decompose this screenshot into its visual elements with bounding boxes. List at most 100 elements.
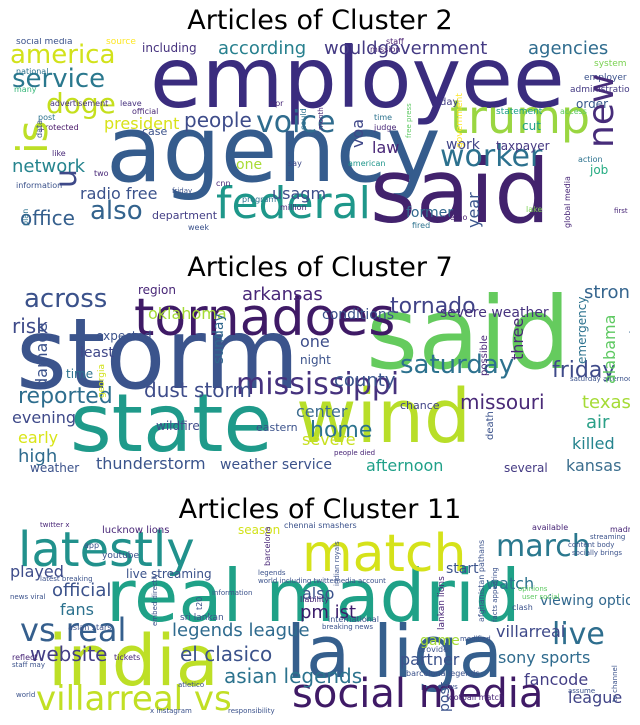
cloud-word: one [236, 157, 263, 173]
cloud-word: tickets [114, 653, 141, 662]
cloud-word: taxpayer [496, 139, 550, 153]
cloud-word: state [70, 377, 273, 470]
cloud-word: tornado [390, 294, 476, 319]
cloud-word: also [90, 196, 143, 226]
cloud-word: many [14, 85, 37, 94]
cloud-word: latest breaking [40, 575, 93, 583]
cloud-word: eastern [256, 421, 298, 434]
cloud-word: asian stars [68, 623, 112, 632]
cloud-word: cnn [216, 179, 231, 188]
cloud-word: killed [572, 434, 615, 453]
cloud-word: early [18, 428, 59, 447]
cloud-word: weather [30, 461, 80, 475]
cloud-word: game [420, 633, 460, 649]
cloud-word: worker [440, 139, 543, 174]
cloud-word: people [184, 108, 252, 132]
cloud-word: wind [296, 374, 471, 460]
cloud-word: severe weather [440, 305, 549, 321]
cloud-word: madrid [610, 525, 630, 534]
cloud-word: social media [292, 671, 544, 717]
cluster-2-title: Articles of Cluster 2 [187, 5, 453, 36]
cloud-word: views [438, 683, 458, 691]
cloud-word: leave [120, 99, 142, 108]
cloud-word-vertical: free press [405, 103, 413, 138]
cloud-word: cut [522, 119, 541, 133]
cloud-word: played [10, 562, 64, 581]
cloud-word: chennai smashers [284, 522, 357, 530]
cloud-word: barcelona legends [406, 669, 480, 678]
cloud-word: asian legends [224, 664, 363, 688]
cloud-word: air [586, 412, 610, 433]
cloud-word: mississippi [236, 367, 400, 402]
cloud-word: sony sports [498, 648, 591, 667]
cloud-word-vertical: government [455, 93, 465, 148]
cloud-word: expected [96, 329, 152, 343]
cloud-word: job [590, 163, 609, 177]
cloud-word: npr [270, 99, 284, 108]
cloud-word: live [552, 617, 605, 652]
cloud-word: including [142, 41, 197, 55]
cloud-word: breaking news [322, 623, 373, 631]
cloud-word-vertical: plan [21, 208, 30, 226]
cloud-word: wouldgovernment [324, 38, 488, 59]
cloud-word: president [104, 114, 180, 133]
cloud-word: march [496, 529, 591, 564]
cloud-word: india [48, 620, 219, 702]
cloud-word: watch [486, 574, 535, 593]
cloud-word: legends league [172, 620, 310, 641]
cloud-word: villarreal [496, 622, 566, 641]
cluster-7-word-cloud: storm said state wind tornadoes mississippi sa… [10, 280, 630, 476]
cloud-word: center [296, 402, 348, 421]
cloud-word: chance [400, 399, 440, 412]
cloud-word-vertical: lankan lions [437, 576, 447, 630]
cloud-word-vertical: data [35, 119, 44, 138]
cloud-word: federal [216, 178, 371, 229]
cloud-word: dust storm [144, 378, 252, 402]
cloud-word: socially brings [572, 549, 623, 557]
cloud-word: agency [106, 96, 441, 203]
cloud-word: fans [60, 600, 94, 619]
cloud-word: wildfire [156, 419, 200, 433]
cloud-word: work [446, 137, 480, 153]
cloud-word: mission [370, 45, 401, 54]
cloud-word: information [212, 589, 253, 597]
cluster-7-title: Articles of Cluster 7 [187, 252, 453, 283]
cloud-word: said [370, 140, 551, 235]
cloud-word: villarreal vs [36, 679, 232, 718]
cloud-word: million [280, 203, 307, 212]
cloud-word-vertical: tv channel [611, 665, 619, 702]
cloud-word: viewing option [540, 593, 630, 609]
cloud-word: friday [552, 358, 616, 383]
cloud-word: legends [258, 569, 286, 577]
cloud-word: el clasico [180, 642, 273, 666]
cloud-word: fancode [524, 670, 589, 689]
cloud-word: according [218, 38, 307, 59]
cloud-word: clash [512, 603, 533, 612]
cloud-word: saturday afternoon [570, 375, 630, 383]
cloud-word-vertical: alabama [600, 314, 619, 384]
cloud-word-vertical: emergency [575, 296, 589, 364]
cloud-word: real madrid [106, 554, 521, 638]
cloud-word: latestly [18, 522, 195, 578]
cloud-word-vertical: georgia [97, 363, 107, 398]
cloud-word: program [242, 195, 277, 204]
cloud-word: high [18, 446, 58, 467]
cloud-word-vertical: barcelona [263, 526, 272, 566]
cloud-word: source [106, 38, 136, 47]
cloud-word: law [372, 138, 400, 157]
cloud-word: lake [526, 205, 543, 214]
cloud-word: employer [584, 73, 627, 83]
cloud-word: office [20, 206, 75, 230]
cloud-word: staff may [12, 661, 45, 669]
cloud-word: strong [584, 282, 630, 303]
cloud-word-vertical: possible [479, 335, 490, 376]
cloud-word: first [614, 207, 628, 215]
cloud-word: saturday [400, 350, 515, 380]
cloud-word: department [152, 209, 218, 222]
cloud-word: news viral [10, 593, 46, 601]
cloud-word: pm ist [300, 602, 357, 623]
cloud-word-vertical: afghanistan pathans [477, 539, 486, 622]
cloud-word: official [132, 107, 159, 116]
cloud-word: judge [374, 123, 397, 132]
cloud-word: x instagram [150, 707, 192, 715]
